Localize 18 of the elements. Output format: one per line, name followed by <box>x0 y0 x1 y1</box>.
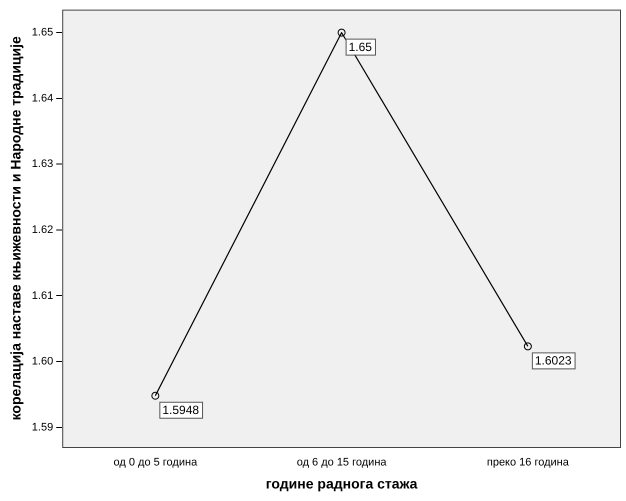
y-tick-label: 1.61 <box>32 290 54 302</box>
point <box>524 342 532 350</box>
data-label: 1.6023 <box>534 354 572 368</box>
x-axis-title: године раднога стажа <box>266 475 418 492</box>
y-tick-label: 1.63 <box>32 158 54 170</box>
point <box>338 28 346 37</box>
y-tick-label: 1.59 <box>32 421 54 434</box>
y-tick-label: 1.60 <box>32 356 54 368</box>
x-tick-label: од 0 до 5 година <box>113 456 198 469</box>
y-tick-label: 1.62 <box>32 224 54 236</box>
data-label: 1.5948 <box>162 403 200 418</box>
y-axis-title: корелација наставе књижевности и Народне традиције <box>7 36 24 420</box>
y-tick-label: 1.64 <box>32 92 54 104</box>
x-tick-label: преко 16 година <box>486 456 570 469</box>
data-label: 1.65 <box>348 40 372 54</box>
x-tick-label: од 6 до 15 година <box>296 456 388 469</box>
y-tick-label: 1.65 <box>32 26 54 39</box>
point <box>151 392 160 400</box>
